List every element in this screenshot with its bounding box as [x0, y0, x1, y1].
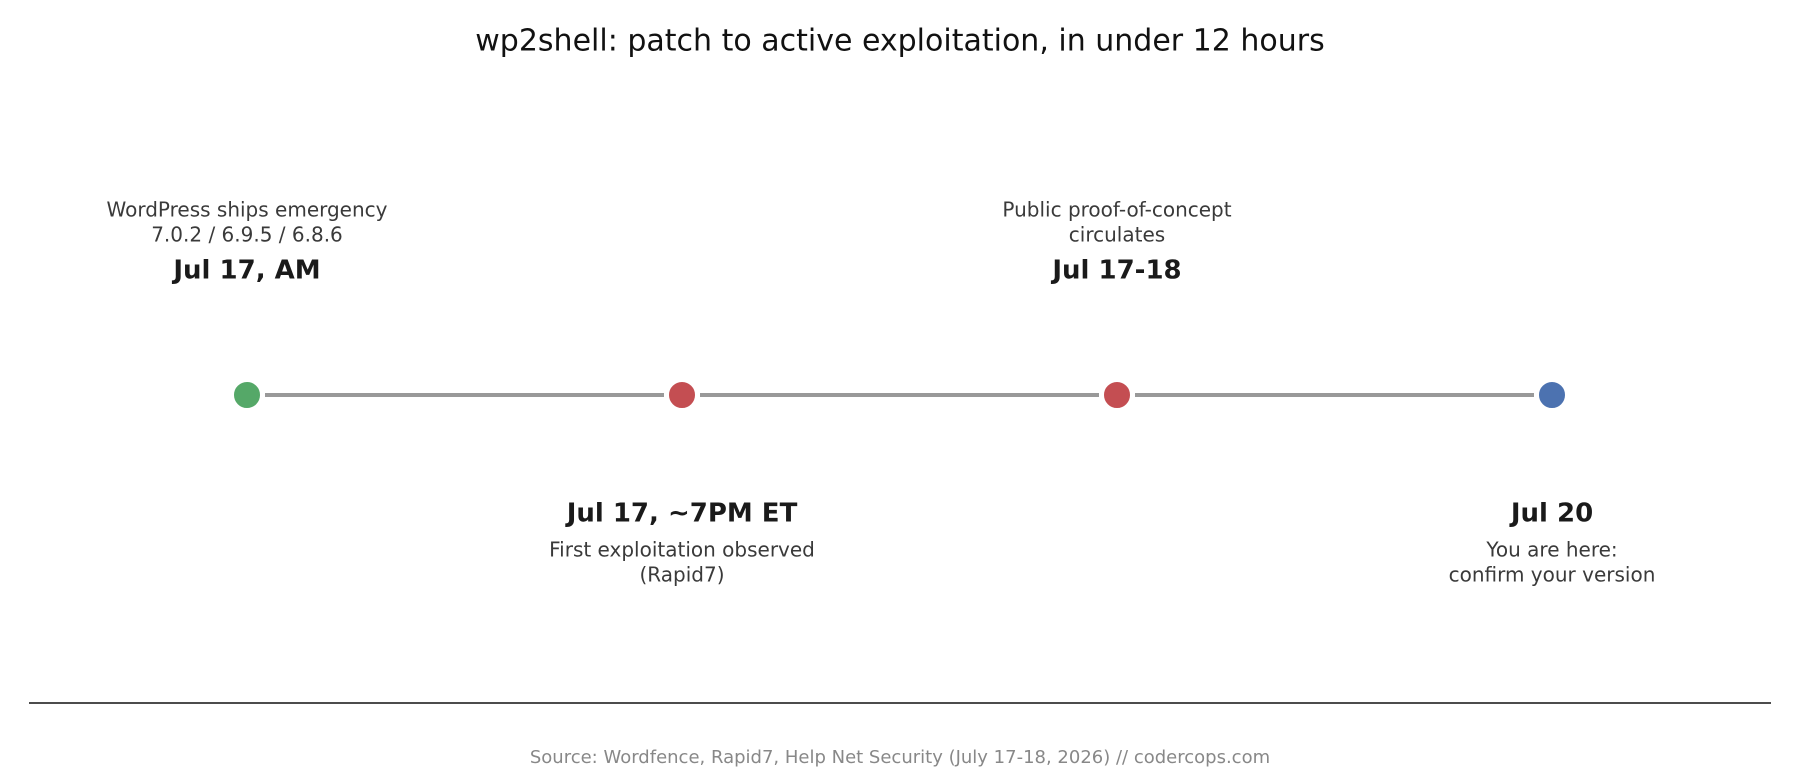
event-description: (Rapid7)	[640, 563, 725, 587]
event-date: Jul 20	[1509, 499, 1593, 529]
event-description: circulates	[1069, 223, 1165, 247]
event-description: First exploitation observed	[549, 538, 815, 562]
event-date: Jul 17, AM	[171, 256, 320, 286]
event-description: confirm your version	[1449, 563, 1656, 587]
event-marker	[667, 380, 697, 410]
event-date: Jul 17-18	[1050, 256, 1181, 286]
event-description: WordPress ships emergency	[107, 198, 388, 222]
event-marker	[232, 380, 262, 410]
title: wp2shell: patch to active exploitation, …	[475, 24, 1324, 59]
event-description: 7.0.2 / 6.9.5 / 6.8.6	[151, 223, 343, 247]
event-description: Public proof-of-concept	[1002, 198, 1231, 222]
source: Source: Wordfence, Rapid7, Help Net Secu…	[530, 747, 1270, 768]
event-marker	[1102, 380, 1132, 410]
event-description: You are here:	[1485, 538, 1617, 562]
event-date: Jul 17, ~7PM ET	[565, 499, 798, 529]
event-marker	[1537, 380, 1567, 410]
